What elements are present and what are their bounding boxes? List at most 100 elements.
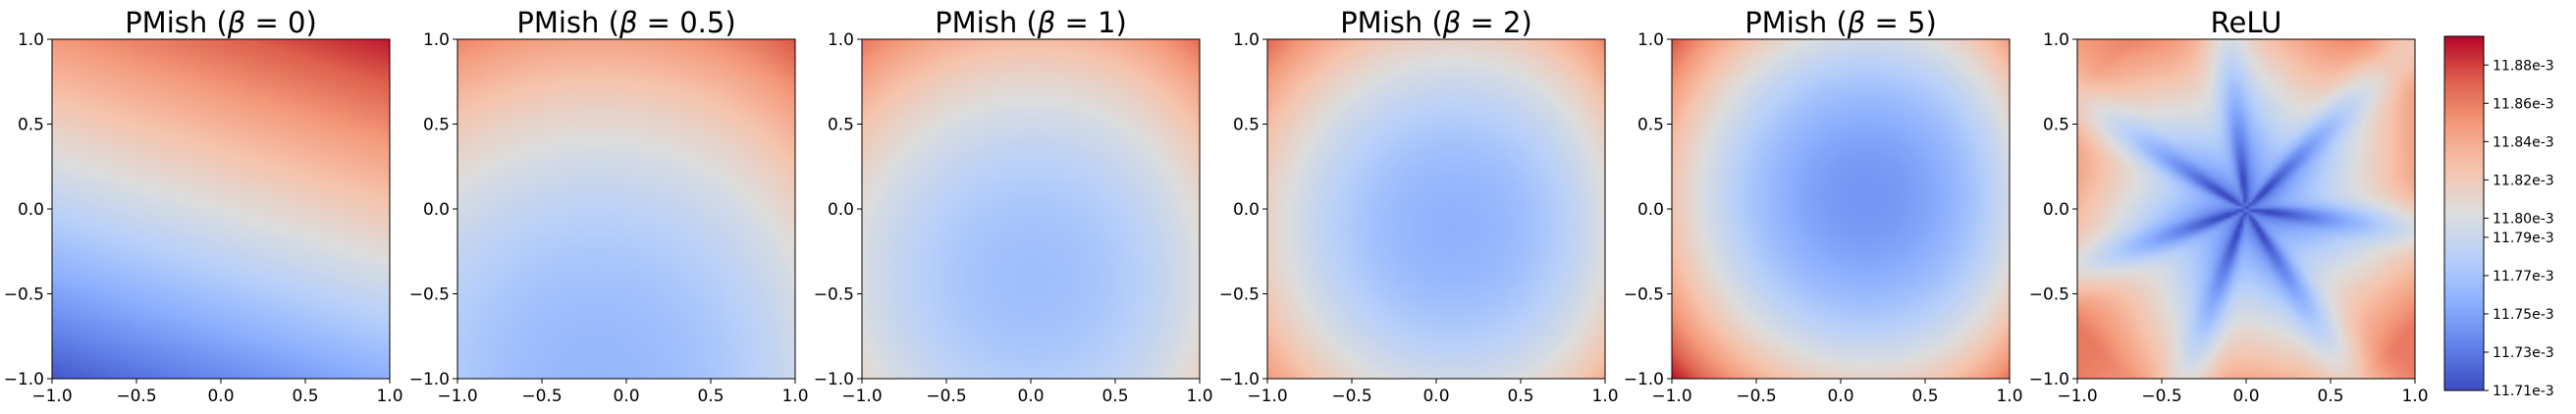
x-tick-label: 1.0 [1186, 387, 1212, 406]
y-tick-label: 1.0 [18, 30, 44, 50]
y-tick-label: −0.5 [4, 285, 44, 305]
y-tick-label: 1.0 [1637, 30, 1664, 50]
x-tick-label: −0.5 [521, 387, 562, 406]
x-tick-label: −1.0 [1651, 387, 1691, 406]
colorbar-tick-label: 11.80e-3 [2493, 211, 2554, 227]
y-tick-label: 0.0 [1233, 200, 1260, 220]
y-tick-label: 0.0 [423, 200, 450, 220]
panel-title-part: = 0.5) [637, 6, 735, 39]
y-tick-label: 0.5 [423, 116, 450, 135]
colorbar-tick-label: 11.79e-3 [2493, 231, 2554, 246]
panel-title: PMish (β = 0) [125, 6, 317, 39]
heatmap-image [52, 39, 390, 379]
x-tick-label: 1.0 [2401, 387, 2428, 406]
heatmap-image [1672, 39, 2010, 379]
x-tick-label: 0.5 [292, 387, 318, 406]
panel-title-part: = 2) [1461, 6, 1532, 39]
y-tick-label: 0.5 [828, 116, 854, 135]
panel-title-part: PMish ( [125, 6, 228, 39]
heatmap-panel: PMish (β = 2) −1.0 −0.5 0.0 0.5 1.0 −1.0 −0.5 0.… [1219, 6, 1619, 406]
heatmap-image [862, 39, 1200, 379]
heatmap-panel: PMish (β = 5) −1.0 −0.5 0.0 0.5 1.0 −1.0 −0.5 0.… [1624, 6, 2023, 406]
colorbar: 11.71e-3 11.73e-3 11.75e-3 11.77e-3 11.79e-3… [2443, 35, 2554, 399]
x-tick-label: −0.5 [116, 387, 156, 406]
x-tick-label: 1.0 [1591, 387, 1618, 406]
heatmap-image [457, 39, 795, 379]
x-tick-label: −0.5 [1331, 387, 1371, 406]
y-tick-label: −1.0 [1219, 370, 1260, 389]
panel-title-part: PMish ( [516, 6, 619, 39]
x-tick-label: 0.5 [1911, 387, 1938, 406]
x-tick-label: 0.0 [1422, 387, 1449, 406]
y-tick-label: −1.0 [814, 370, 854, 389]
heatmap-image [1267, 39, 1605, 379]
x-tick-label: 0.0 [1017, 387, 1044, 406]
x-tick-label: 1.0 [781, 387, 808, 406]
y-tick-label: −0.5 [1219, 285, 1260, 305]
panel-title: PMish (β = 1) [935, 6, 1127, 39]
x-tick-label: −1.0 [31, 387, 72, 406]
heatmap-panels: PMish (β = 0)−1.0 −0.5 0.0 0.5 1.0−1.0−0.50.… [4, 6, 2429, 406]
colorbar-tick-label: 11.82e-3 [2493, 173, 2554, 188]
panel-title-part: = 1) [1055, 6, 1127, 39]
y-tick-label: −1.0 [1624, 370, 1664, 389]
heatmap-panel: PMish (β = 1) −1.0 −0.5 0.0 0.5 1.0 −1.0 −0.5 0.… [814, 6, 1213, 406]
y-tick-label: 0.0 [1637, 200, 1664, 220]
y-tick-label: −1.0 [4, 370, 44, 389]
x-tick-label: 0.5 [697, 387, 724, 406]
y-tick-label: 0.0 [828, 200, 854, 220]
x-tick-label: 0.5 [1507, 387, 1533, 406]
heatmap-image [2077, 39, 2415, 379]
panel-title: PMish (β = 5) [1744, 6, 1937, 39]
heatmap-panel: PMish (β = 0.5) −1.0 −0.5 0.0 0.5 1.0 −1.0 −0.5… [409, 6, 809, 406]
y-tick-label: 0.0 [2043, 200, 2069, 220]
y-tick-label: 0.5 [2043, 116, 2069, 135]
x-tick-label: −0.5 [926, 387, 966, 406]
x-tick-label: −1.0 [1247, 387, 1287, 406]
y-tick-label: 1.0 [2043, 30, 2069, 50]
colorbar-tick-label: 11.84e-3 [2493, 134, 2554, 150]
y-tick-label: −1.0 [2029, 370, 2069, 389]
y-tick-label: −1.0 [409, 370, 450, 389]
panel-title-part: = 0) [245, 6, 317, 39]
colorbar-tick-label: 11.88e-3 [2493, 58, 2554, 74]
y-tick-label: −0.5 [814, 285, 854, 305]
colorbar-frame [2443, 35, 2485, 391]
x-tick-label: −0.5 [2141, 387, 2181, 406]
panel-title-part: β [227, 6, 246, 39]
x-tick-label: −1.0 [2057, 387, 2097, 406]
y-tick-label: 1.0 [423, 30, 450, 50]
heatmap-panel: PMish (β = 0) −1.0 −0.5 0.0 0.5 1.0 −1.0 −0.5 0.… [4, 6, 403, 406]
panel-title-part: β [1442, 6, 1462, 39]
panel-title-part: β [1037, 6, 1056, 39]
heatmap-panel: ReLU −1.0 −0.5 0.0 0.5 1.0 −1.0 −0.5 0.0 0.5 1.0 [2029, 6, 2429, 406]
x-tick-label: 1.0 [376, 387, 402, 406]
panel-title-part: PMish ( [1340, 6, 1443, 39]
x-tick-label: 0.0 [207, 387, 234, 406]
y-tick-label: 0.5 [18, 116, 44, 135]
y-tick-label: −0.5 [1624, 285, 1664, 305]
x-tick-label: 1.0 [1996, 387, 2022, 406]
x-tick-label: 0.5 [2317, 387, 2343, 406]
panel-title-part: ReLU [2211, 6, 2282, 39]
y-tick-label: 1.0 [1233, 30, 1260, 50]
x-tick-label: −1.0 [437, 387, 477, 406]
y-tick-label: −0.5 [409, 285, 450, 305]
colorbar-tick-label: 11.71e-3 [2493, 384, 2554, 399]
colorbar-gradient [2444, 36, 2484, 390]
panel-title-part: β [618, 6, 638, 39]
y-tick-label: 0.5 [1233, 116, 1260, 135]
x-tick-label: 0.0 [613, 387, 639, 406]
x-tick-label: 0.5 [1101, 387, 1128, 406]
panel-title-part: PMish ( [935, 6, 1038, 39]
x-tick-label: 0.0 [2232, 387, 2259, 406]
y-tick-label: 0.5 [1637, 116, 1664, 135]
y-tick-label: 1.0 [828, 30, 854, 50]
y-tick-label: 0.0 [18, 200, 44, 220]
panel-title: PMish (β = 0.5) [516, 6, 735, 39]
panel-title-part: β [1847, 6, 1866, 39]
colorbar-tick-label: 11.86e-3 [2493, 96, 2554, 112]
panel-title: PMish (β = 2) [1340, 6, 1532, 39]
x-tick-label: −0.5 [1736, 387, 1776, 406]
